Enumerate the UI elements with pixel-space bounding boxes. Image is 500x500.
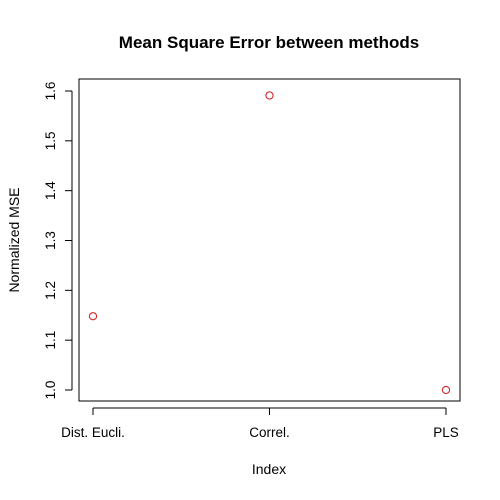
data-point	[441, 385, 451, 395]
chart-title: Mean Square Error between methods	[119, 33, 419, 52]
y-tick-label: 1.4	[43, 181, 58, 200]
y-tick-label: 1.1	[43, 331, 58, 350]
y-tick-label: 1.0	[43, 381, 58, 400]
data-point	[265, 91, 274, 100]
data-point	[88, 312, 98, 321]
y-tick-label: 1.6	[43, 82, 58, 101]
y-tick-label: 1.5	[43, 131, 58, 150]
x-axis-label: Index	[252, 461, 286, 477]
x-tick-label: PLS	[433, 425, 459, 440]
y-axis-label: Normalized MSE	[6, 187, 22, 292]
data-points	[88, 91, 451, 395]
x-tick-label: Dist. Eucli.	[61, 425, 125, 440]
y-tick-label: 1.2	[43, 281, 58, 300]
x-tick-label: Correl.	[249, 425, 290, 440]
plot-frame	[78, 78, 461, 402]
y-axis: 1.0 1.1 1.2 1.3 1.4 1.5 1.6	[43, 82, 73, 400]
x-axis: Dist. Eucli. Correl. PLS	[61, 407, 459, 440]
y-tick-label: 1.3	[43, 231, 58, 250]
